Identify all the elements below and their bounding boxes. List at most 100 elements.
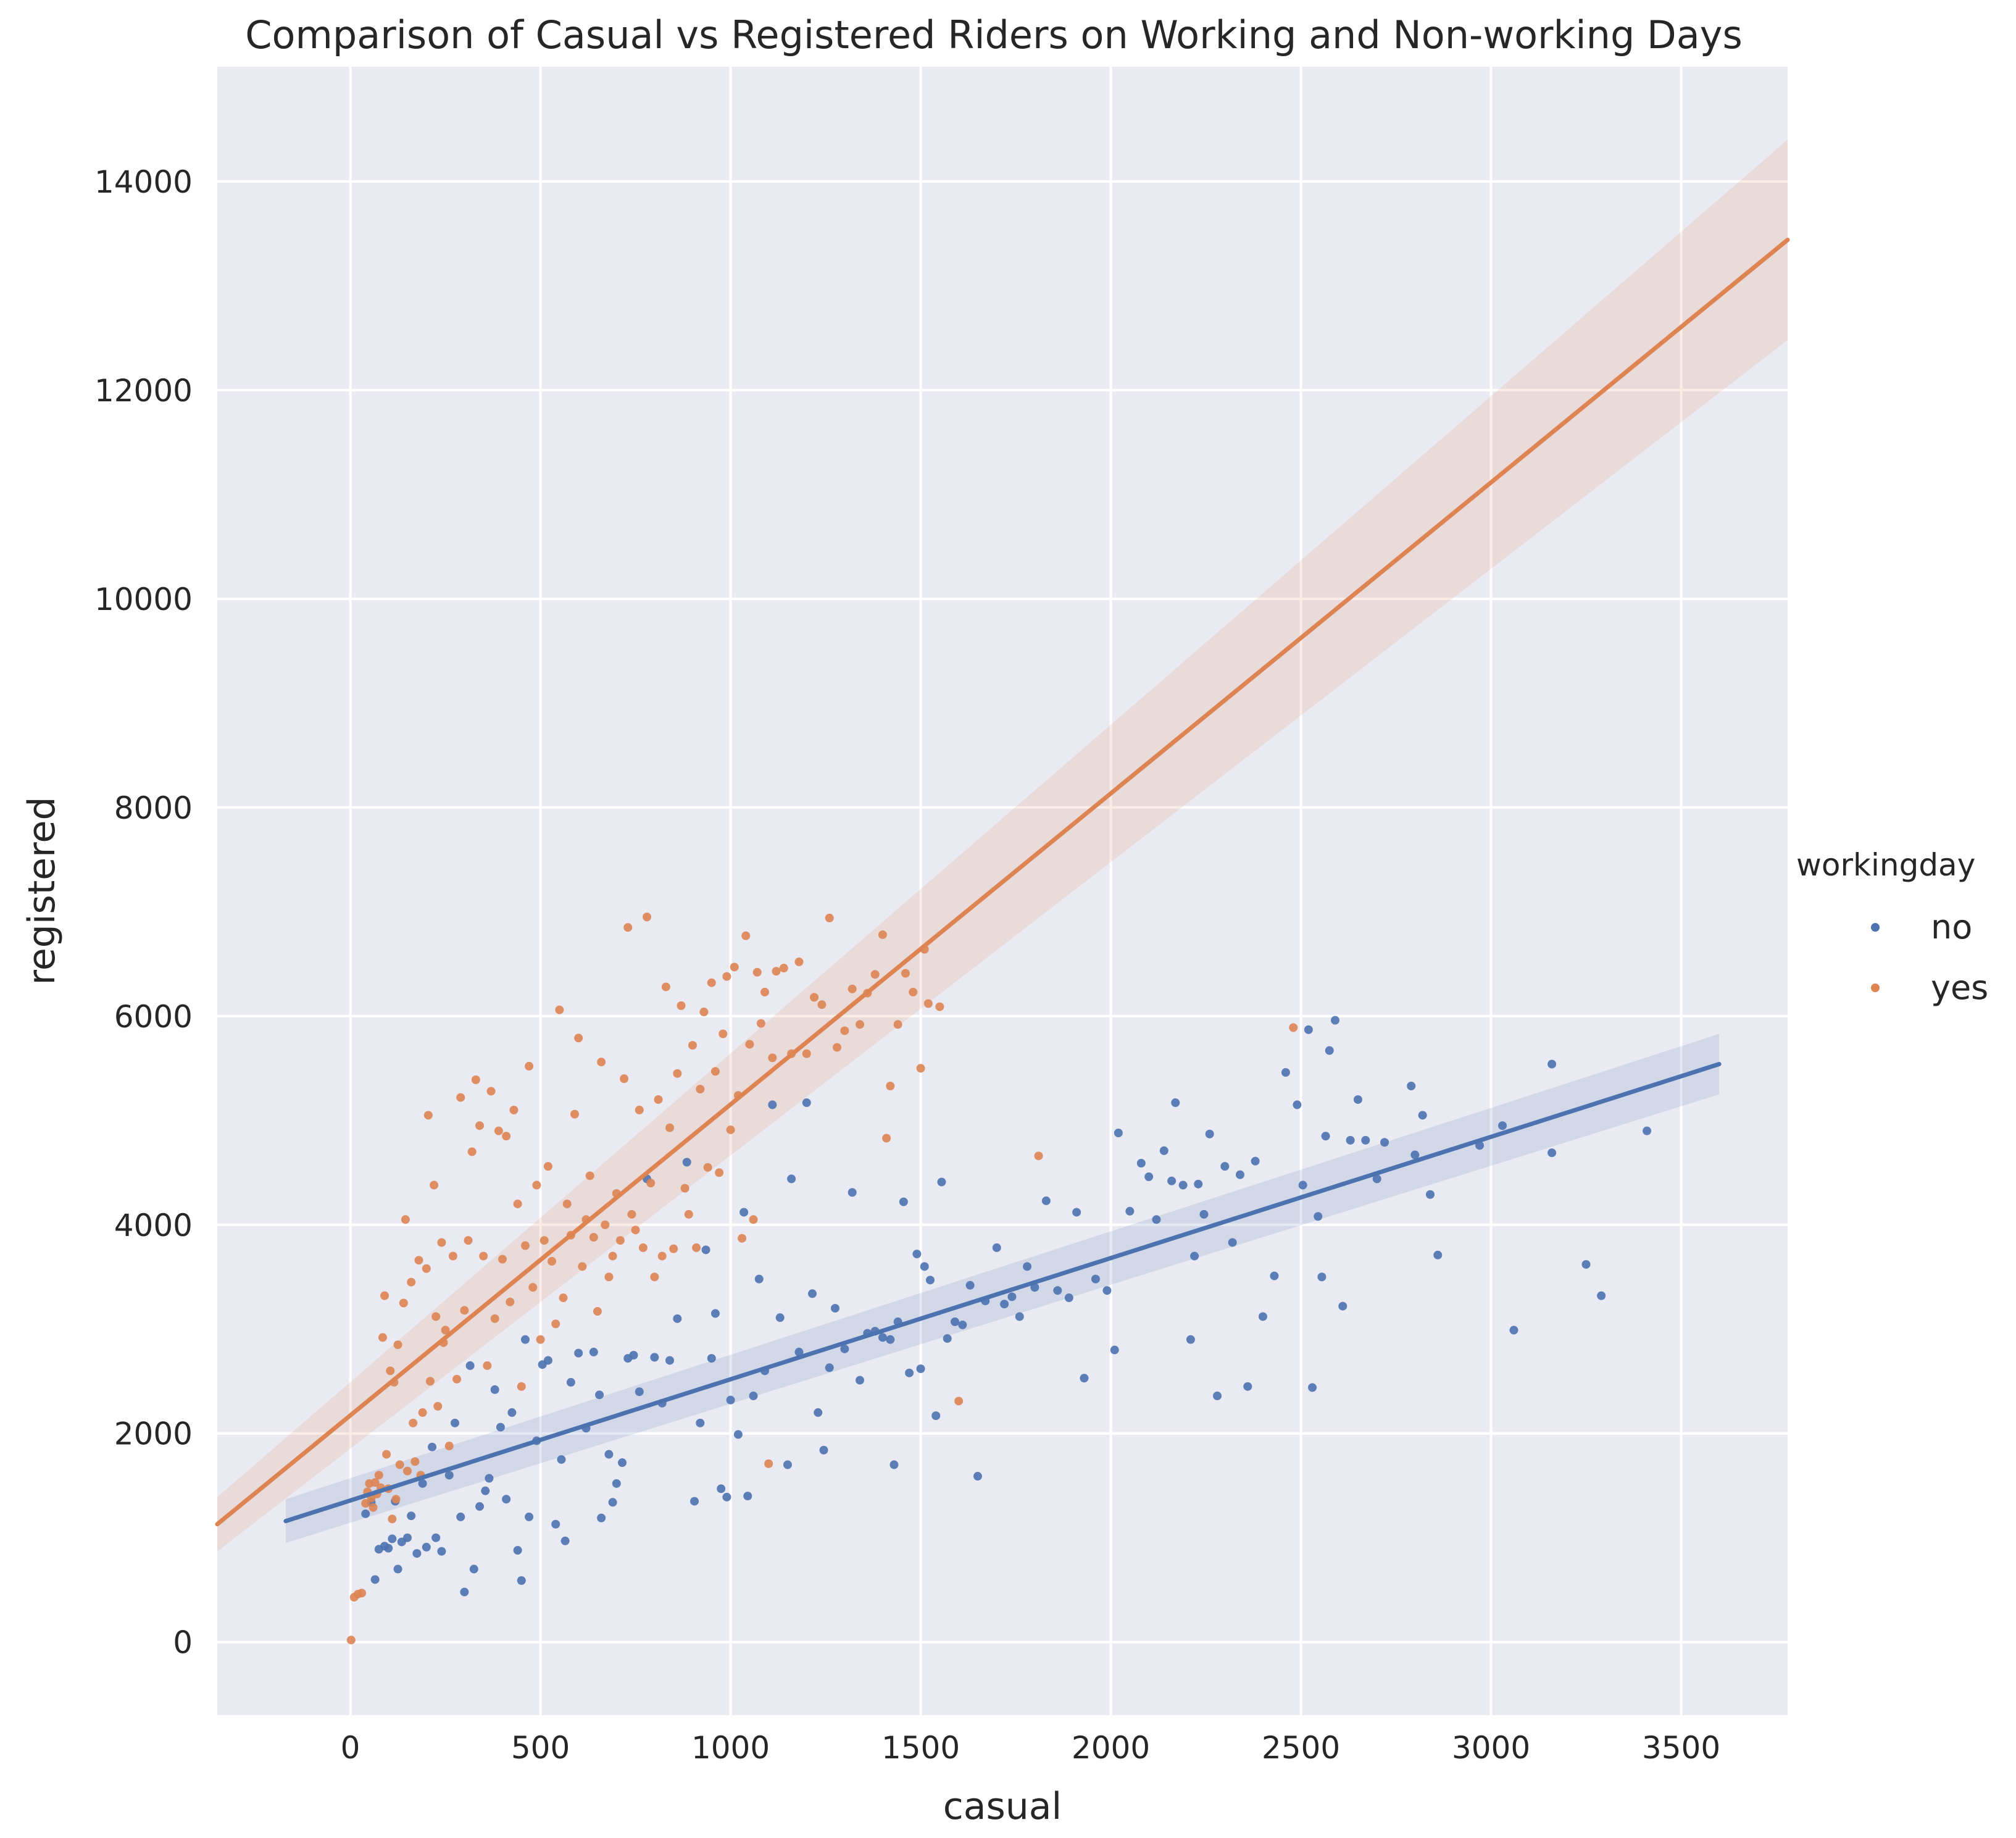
data-point-no: [1380, 1138, 1389, 1147]
data-point-no: [1053, 1286, 1062, 1295]
data-point-no: [422, 1542, 431, 1552]
data-point-yes: [422, 1264, 431, 1273]
data-point-yes: [916, 1064, 925, 1073]
data-point-no: [722, 1492, 731, 1502]
data-point-no: [1304, 1025, 1313, 1034]
data-point-yes: [551, 1319, 560, 1329]
data-point-yes: [901, 969, 910, 978]
data-point-no: [612, 1479, 621, 1488]
data-point-yes: [954, 1397, 964, 1406]
data-point-no: [912, 1250, 922, 1259]
data-point-yes: [909, 987, 918, 996]
data-point-yes: [741, 931, 751, 940]
data-point-no: [743, 1492, 752, 1501]
data-point-no: [701, 1245, 710, 1255]
data-point-no: [973, 1472, 982, 1481]
x-axis-label: casual: [943, 1785, 1062, 1828]
data-point-yes: [692, 1243, 701, 1252]
data-point-no: [1498, 1121, 1507, 1130]
confidence-band-no: [285, 1034, 1720, 1544]
data-point-yes: [380, 1291, 389, 1300]
data-point-yes: [840, 1026, 849, 1035]
data-point-yes: [848, 984, 857, 993]
data-point-no: [1547, 1148, 1557, 1158]
data-point-yes: [856, 1020, 865, 1029]
legend-title: workingday: [1796, 847, 1975, 883]
legend-label-no: no: [1931, 908, 1972, 946]
data-point-no: [1509, 1326, 1518, 1335]
data-point-no: [920, 1262, 929, 1271]
data-point-yes: [430, 1180, 439, 1190]
data-point-no: [848, 1188, 857, 1197]
data-point-no: [490, 1385, 499, 1394]
data-point-yes: [369, 1503, 378, 1512]
data-point-no: [1281, 1068, 1290, 1077]
data-point-no: [1314, 1212, 1323, 1221]
data-point-no: [1144, 1172, 1154, 1182]
data-point-yes: [745, 1040, 754, 1049]
data-point-yes: [631, 1226, 640, 1235]
data-point-no: [1205, 1129, 1214, 1138]
x-tick-label: 2500: [1262, 1730, 1340, 1766]
data-point-no: [1072, 1208, 1081, 1217]
data-point-no: [574, 1348, 583, 1358]
data-point-yes: [638, 1243, 648, 1252]
data-point-yes: [475, 1121, 485, 1130]
data-point-yes: [414, 1256, 423, 1265]
data-point-yes: [525, 1061, 534, 1071]
legend-marker-no: [1871, 923, 1880, 932]
data-point-no: [418, 1479, 427, 1488]
data-point-no: [1228, 1238, 1237, 1247]
data-point-yes: [401, 1215, 410, 1224]
data-point-yes: [506, 1297, 515, 1306]
data-point-no: [502, 1495, 511, 1504]
data-point-yes: [456, 1093, 465, 1102]
data-point-no: [407, 1511, 416, 1521]
data-point-yes: [483, 1361, 492, 1370]
y-tick-label: 10000: [94, 582, 193, 617]
data-point-no: [1064, 1293, 1073, 1303]
data-point-yes: [562, 1199, 572, 1208]
data-point-yes: [444, 1442, 454, 1451]
data-point-no: [690, 1497, 699, 1506]
data-point-no: [597, 1513, 606, 1523]
data-point-no: [1330, 1016, 1339, 1025]
data-point-no: [551, 1519, 560, 1529]
data-point-no: [707, 1354, 716, 1363]
data-point-no: [1091, 1274, 1100, 1284]
data-point-yes: [935, 1002, 944, 1011]
data-point-no: [925, 1276, 935, 1285]
data-point-no: [481, 1486, 490, 1495]
data-point-no: [1317, 1272, 1327, 1282]
data-point-no: [460, 1587, 469, 1597]
regression-lines: [215, 238, 1790, 1527]
y-tick-label: 2000: [114, 1416, 193, 1452]
data-point-yes: [357, 1589, 367, 1598]
data-point-yes: [764, 1459, 773, 1468]
data-point-no: [1321, 1132, 1330, 1141]
data-point-yes: [810, 993, 819, 1002]
data-point-no: [543, 1356, 552, 1365]
data-point-no: [1186, 1335, 1195, 1344]
data-point-yes: [878, 930, 887, 939]
data-point-yes: [460, 1306, 469, 1315]
data-point-no: [1015, 1312, 1024, 1321]
data-point-yes: [1034, 1151, 1043, 1161]
data-point-yes: [882, 1134, 891, 1143]
data-point-no: [393, 1564, 402, 1574]
data-point-yes: [361, 1498, 370, 1508]
data-point-yes: [715, 1168, 724, 1177]
data-point-no: [775, 1313, 785, 1322]
data-point-no: [819, 1445, 828, 1455]
data-point-yes: [661, 982, 670, 992]
data-point-yes: [382, 1450, 391, 1459]
data-point-yes: [802, 1049, 811, 1058]
data-point-no: [794, 1347, 804, 1356]
data-point-yes: [772, 967, 781, 976]
data-point-no: [825, 1363, 834, 1372]
data-point-yes: [409, 1418, 418, 1427]
data-point-no: [517, 1576, 526, 1585]
y-tick-label: 4000: [114, 1208, 193, 1243]
confidence-band-yes: [217, 140, 1788, 1552]
